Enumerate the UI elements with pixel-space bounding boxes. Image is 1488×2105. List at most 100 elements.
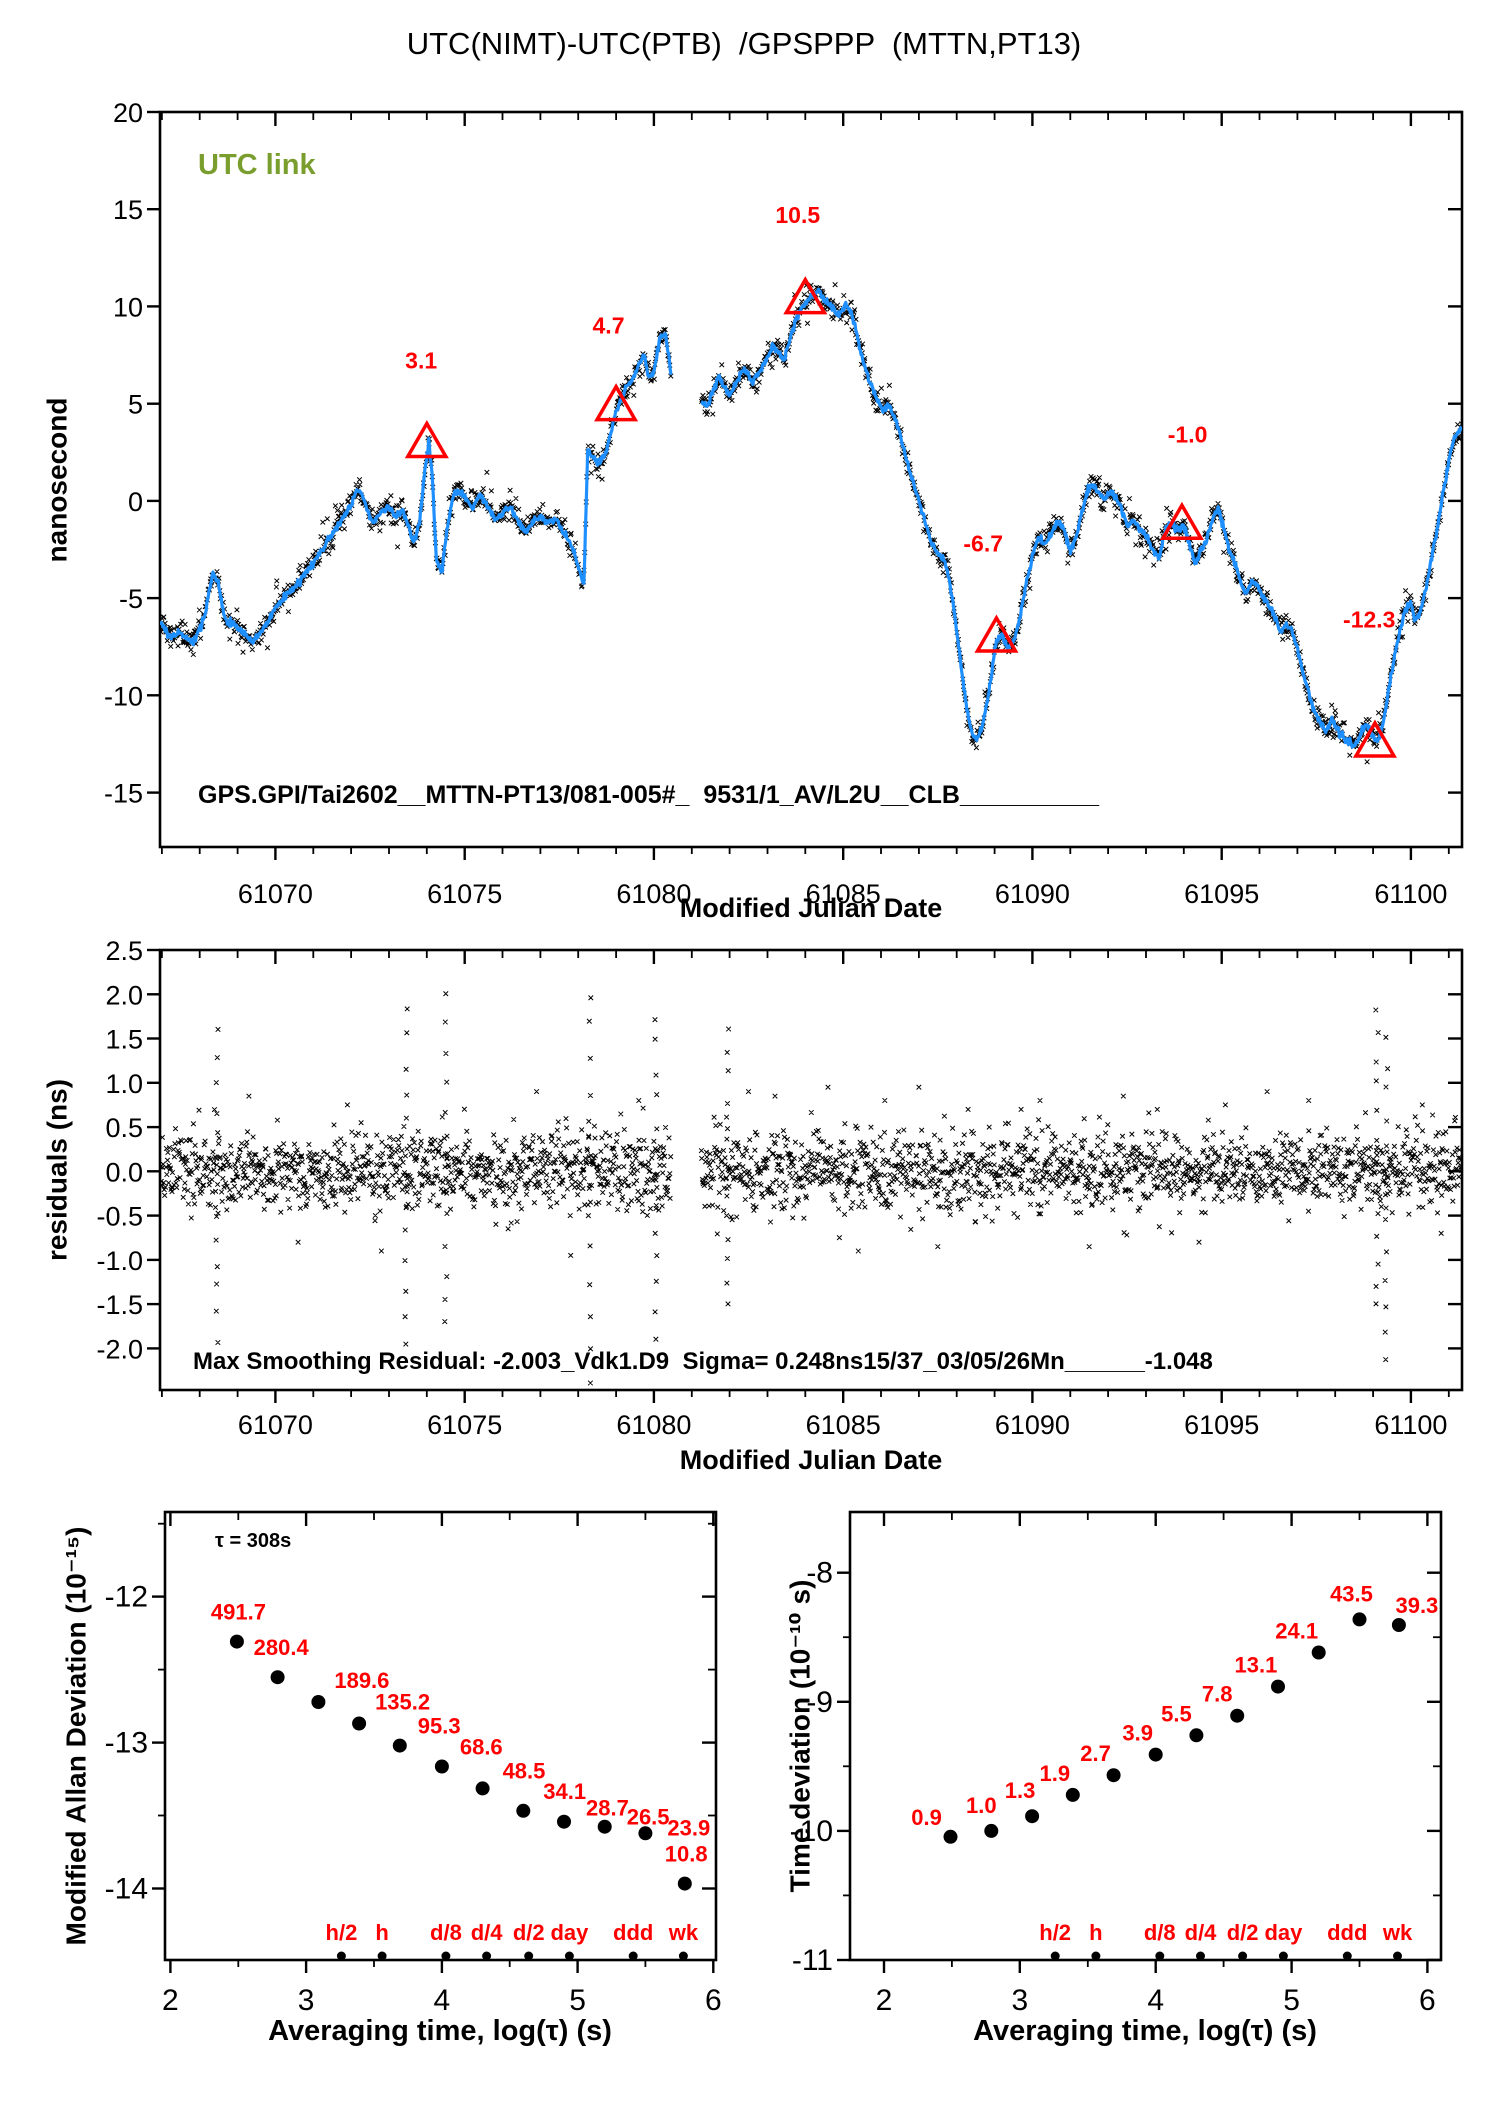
- time-mark-dot: [1091, 1951, 1101, 1960]
- mdev-value-label: 95.3: [418, 1714, 461, 1739]
- tdev-value-label: 5.5: [1161, 1701, 1192, 1726]
- tick-label: -0.5: [96, 1202, 143, 1232]
- tick-label: -15: [104, 779, 143, 809]
- mdev-point: [677, 1876, 692, 1891]
- time-mark-label: h/2: [1039, 1920, 1071, 1945]
- time-mark-label: ddd: [613, 1920, 653, 1945]
- tdev-point: [1148, 1747, 1163, 1762]
- tdev-point: [943, 1829, 958, 1844]
- time-mark-dot: [1342, 1951, 1352, 1960]
- mdev-value-label: 23.9: [667, 1815, 710, 1840]
- time-mark-dot: [336, 1951, 346, 1960]
- tick-label: 0: [128, 487, 143, 517]
- mdev-point: [392, 1738, 407, 1753]
- step-triangle-marker: [1352, 719, 1397, 758]
- step-triangle-marker: [404, 420, 449, 459]
- tick-label: 2.5: [105, 936, 143, 966]
- mdev-value-label: 491.7: [211, 1600, 266, 1625]
- tick-label: 15: [113, 195, 143, 225]
- step-triangle-marker: [1159, 501, 1204, 540]
- time-mark-label: day: [550, 1920, 589, 1945]
- mdev-point: [516, 1803, 531, 1818]
- tick-label: 2: [876, 1984, 893, 2017]
- time-mark-label: d/4: [471, 1920, 504, 1945]
- time-mark-dot: [1238, 1951, 1248, 1960]
- tdev-point: [984, 1823, 999, 1838]
- tdev-point: [1189, 1728, 1204, 1743]
- time-mark-label: day: [1264, 1920, 1303, 1945]
- mdev-value-label: 68.6: [460, 1734, 503, 1759]
- tick-label: 61095: [1184, 879, 1259, 909]
- step-triangle-marker: [594, 383, 639, 422]
- utc-link-curve: [160, 332, 673, 647]
- mdev-value-label: 280.4: [254, 1635, 310, 1660]
- step-value-label: 3.1: [405, 348, 437, 374]
- step-triangle-marker: [783, 276, 828, 315]
- tick-label: -8: [806, 1557, 833, 1590]
- tdev-value-label: 43.5: [1330, 1581, 1373, 1606]
- tdev-value-label: 7.8: [1202, 1682, 1233, 1707]
- tick-label: 61080: [616, 1410, 691, 1440]
- tick-label: -11: [792, 1944, 833, 1977]
- tick-label: -2.0: [96, 1334, 143, 1364]
- time-mark-dot: [524, 1951, 534, 1960]
- mdev-point: [638, 1826, 653, 1841]
- step-value-label: -12.3: [1343, 606, 1395, 632]
- tick-label: -5: [119, 584, 143, 614]
- mdev-point: [270, 1670, 285, 1685]
- step-value-label: 4.7: [593, 313, 625, 339]
- frame-mdev: [163, 1510, 718, 1962]
- timeseries-marker-cloud: [160, 282, 1462, 765]
- tick-label: 61075: [427, 879, 502, 909]
- tdev-value-label: 39.3: [1395, 1593, 1438, 1618]
- tick-label: -10: [790, 1815, 833, 1848]
- tdev-point: [1065, 1787, 1080, 1802]
- tdev-point: [1271, 1679, 1285, 1694]
- tick-label: 61085: [806, 879, 881, 909]
- tick-label: 61100: [1374, 1410, 1447, 1440]
- tick-label: 61085: [806, 1410, 881, 1440]
- tick-label: 61100: [1374, 879, 1447, 909]
- tick-label: 5: [1283, 1984, 1300, 2017]
- tdev-value-label: 1.9: [1040, 1761, 1071, 1786]
- tick-label: 61075: [427, 1410, 502, 1440]
- tick-label: 6: [705, 1984, 722, 2017]
- time-mark-dot: [1393, 1951, 1402, 1960]
- tdev-value-label: 13.1: [1235, 1653, 1278, 1678]
- mdev-value-label: 26.5: [627, 1805, 670, 1830]
- tdev-point: [1106, 1768, 1121, 1783]
- mdev-value-label: 135.2: [375, 1689, 430, 1714]
- tdev-point: [1311, 1645, 1326, 1660]
- mdev-value-label: 28.7: [586, 1796, 629, 1821]
- frame-tdev: [848, 1510, 1443, 1962]
- time-mark-label: d/2: [513, 1920, 545, 1945]
- tdev-point: [1025, 1809, 1040, 1824]
- time-mark-label: wk: [1382, 1920, 1413, 1945]
- tick-label: -1.0: [96, 1246, 143, 1276]
- utc-link-curve: [700, 287, 1462, 749]
- mdev-point: [434, 1759, 449, 1774]
- time-mark-dot: [1196, 1951, 1205, 1960]
- tick-label: 10: [113, 292, 143, 322]
- tick-label: -13: [105, 1727, 148, 1760]
- mdev-point: [557, 1814, 571, 1829]
- tick-label: 6: [1419, 1984, 1436, 2017]
- panel-residuals: 61070 61075 61080 61085 61090 61095 61100 2.5 2.…: [96, 936, 1464, 1440]
- frame-top_timeseries: [158, 110, 1464, 849]
- step-value-label: -6.7: [963, 530, 1003, 556]
- tdev-value-label: 24.1: [1275, 1618, 1318, 1643]
- tick-label: -14: [105, 1872, 148, 1905]
- time-mark-label: h/2: [326, 1920, 358, 1945]
- tick-label: 0.5: [105, 1113, 143, 1143]
- tdev-value-label: 1.0: [966, 1793, 997, 1818]
- tick-label: 3: [298, 1984, 315, 2017]
- tick-label: -12: [105, 1581, 148, 1614]
- panel-top_timeseries: 61070 61075 61080 61085 61090 61095 61100 20 15 1…: [104, 98, 1464, 909]
- tick-label: 61090: [995, 1410, 1070, 1440]
- tick-label: -9: [806, 1686, 833, 1719]
- time-mark-dot: [564, 1951, 574, 1960]
- tick-label: 4: [434, 1984, 451, 2017]
- panel-tdev: 2 3 4 5 6 -8 -9 -10 -11 0.9 1.0 1.31.9 2.7 3.9 5.5 7.81…: [790, 1510, 1443, 2017]
- tick-label: 1.5: [105, 1025, 143, 1055]
